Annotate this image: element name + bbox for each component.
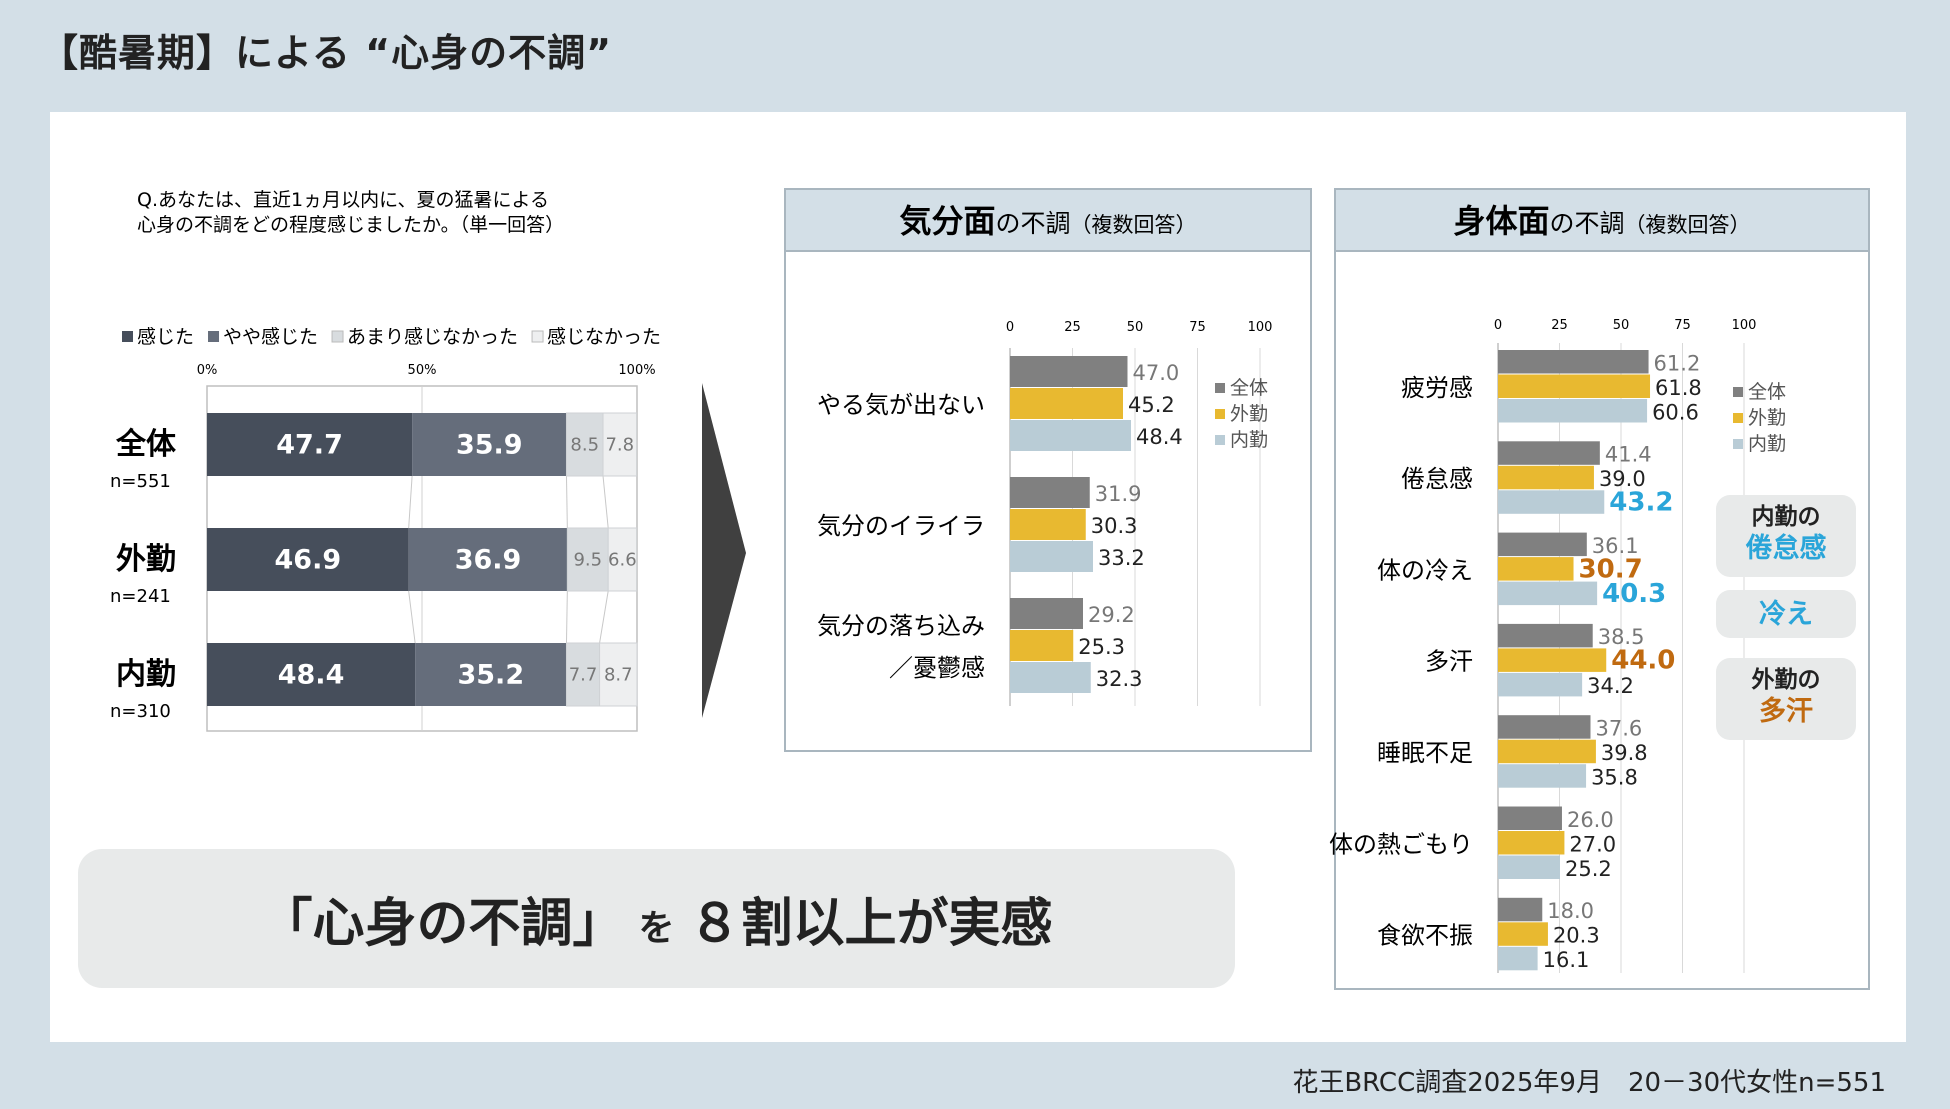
callout-cold: 冷え — [1716, 590, 1856, 638]
callout-naikin-fatigue: 内勤の 倦怠感 — [1716, 495, 1856, 577]
source-note: 花王BRCC調査2025年9月 20－30代女性n=551 — [1292, 1068, 1886, 1098]
banner-text-1: 「心身の不調」 — [260, 894, 625, 954]
page-title: 【酷暑期】による “心身の不調” — [40, 31, 613, 75]
callout-label: 外勤の — [1751, 667, 1821, 693]
banner-text-2: を — [638, 907, 675, 949]
callout-value: 冷え — [1759, 599, 1813, 630]
summary-banner: 「心身の不調」 を ８割以上が実感 — [78, 849, 1235, 988]
callout-label: 内勤の — [1751, 504, 1821, 530]
callout-value: 多汗 — [1759, 695, 1813, 727]
banner-text-3: ８割以上が実感 — [688, 894, 1053, 954]
callout-value: 倦怠感 — [1745, 532, 1827, 564]
callout-gaikin-sweat: 外勤の 多汗 — [1716, 658, 1856, 740]
